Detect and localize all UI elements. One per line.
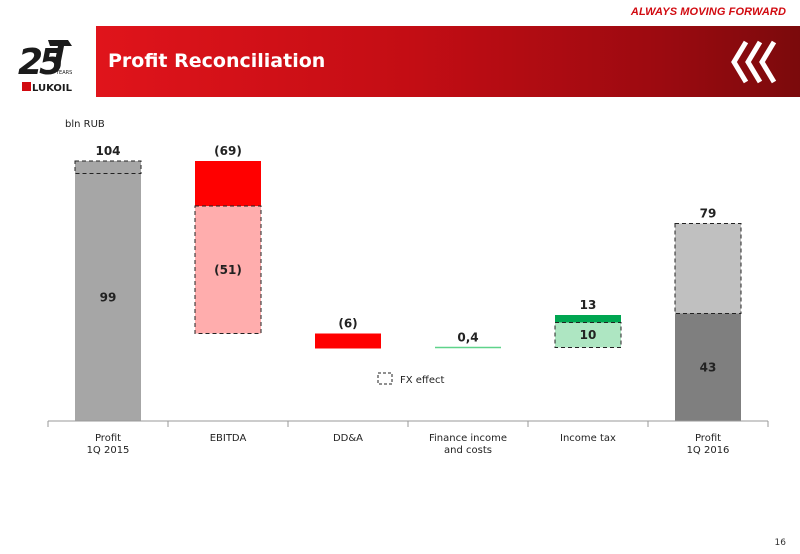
waterfall-chart: bln RUB 104 99 (69) (51) (6) 0,4 13 10 79 43 Profit… — [0, 105, 800, 485]
bar-base — [75, 173, 141, 421]
inner-label: 10 — [580, 328, 597, 342]
data-label: (69) — [214, 144, 242, 158]
inner-label: (51) — [214, 263, 242, 277]
legend-swatch — [377, 372, 393, 385]
page-number: 16 — [774, 538, 786, 548]
data-label: 13 — [580, 298, 597, 312]
bar-delta — [195, 161, 261, 206]
chart-svg: bln RUB 104 99 (69) (51) (6) 0,4 13 10 79 43 Profit… — [47, 119, 769, 456]
data-label: (6) — [338, 317, 357, 331]
bar-fx — [74, 160, 142, 174]
x-tick-label: DD&A — [333, 433, 363, 444]
title-bar: Profit Reconciliation — [96, 26, 800, 97]
chevrons-left-icon — [731, 40, 777, 84]
x-tick-label: EBITDA — [210, 433, 247, 444]
bar-delta — [555, 315, 621, 323]
x-tick-label: Finance income and costs — [429, 433, 507, 456]
bar-fx — [554, 322, 622, 348]
data-label: 104 — [95, 144, 120, 158]
inner-label: 43 — [700, 360, 717, 374]
logo-years: YEARS — [55, 70, 72, 76]
x-tick-label: Profit 1Q 2015 — [87, 433, 130, 456]
inner-label: 99 — [100, 290, 117, 304]
x-tick-label: Income tax — [560, 433, 616, 444]
logo-brand: LUKOIL — [32, 83, 73, 94]
data-label: 79 — [700, 207, 717, 221]
data-label: 0,4 — [457, 331, 478, 345]
bar-delta — [315, 333, 381, 349]
page-title: Profit Reconciliation — [108, 50, 326, 72]
bar-fx — [674, 223, 742, 314]
x-tick-label: Profit 1Q 2016 — [687, 433, 730, 456]
tagline: ALWAYS MOVING FORWARD — [630, 6, 786, 18]
bar-fx — [194, 205, 262, 334]
unit-label: bln RUB — [65, 119, 105, 130]
lukoil-25-years-logo: 25 YEARS LUKOIL — [16, 36, 86, 100]
bar-base — [675, 313, 741, 421]
legend-label: FX effect — [400, 375, 444, 386]
